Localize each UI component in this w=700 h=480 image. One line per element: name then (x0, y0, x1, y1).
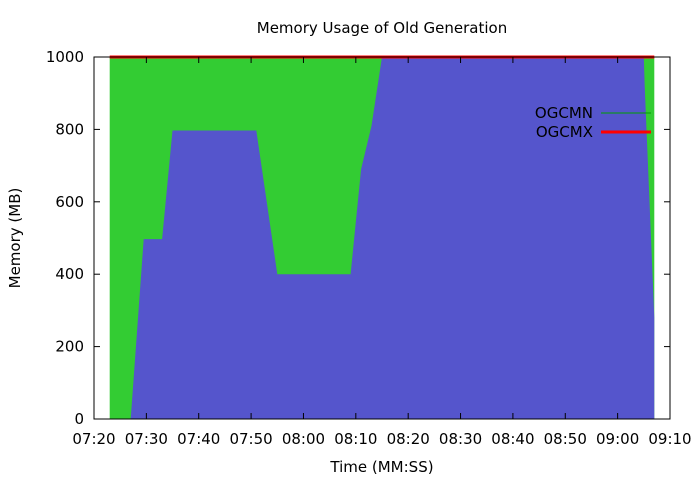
y-tick-label: 1000 (46, 48, 84, 66)
chart-title: Memory Usage of Old Generation (257, 19, 507, 37)
y-tick-label: 400 (55, 265, 84, 283)
x-tick-label: 08:00 (282, 430, 325, 448)
x-tick-label: 07:20 (72, 430, 115, 448)
plot-frame (93, 56, 671, 420)
x-tick-label: 07:50 (229, 430, 272, 448)
plot-area (93, 55, 671, 420)
x-axis-label: Time (MM:SS) (329, 458, 433, 476)
y-tick-label: 200 (55, 338, 84, 356)
area-used (130, 57, 655, 419)
fill-areas (109, 57, 655, 419)
x-tick-label: 09:00 (596, 430, 639, 448)
y-axis-ticks: 0 200 400 600 800 1000 (46, 48, 670, 428)
y-tick-label: 0 (74, 410, 84, 428)
y-axis-label: Memory (MB) (6, 188, 24, 289)
x-tick-label: 07:30 (125, 430, 168, 448)
x-axis-ticks: 07:20 07:30 07:40 07:50 08:00 08:10 08:20 08:30… (72, 57, 692, 448)
x-tick-label: 08:50 (544, 430, 587, 448)
x-tick-label: 08:30 (439, 430, 482, 448)
x-tick-label: 09:10 (648, 430, 691, 448)
x-tick-label: 08:40 (491, 430, 534, 448)
y-tick-label: 600 (55, 193, 84, 211)
x-tick-label: 08:20 (387, 430, 430, 448)
legend-label-ogcmx: OGCMX (536, 123, 593, 141)
y-tick-label: 800 (55, 120, 84, 138)
x-tick-label: 08:10 (334, 430, 377, 448)
legend-label-ogcmn: OGCMN (535, 104, 593, 122)
x-tick-label: 07:40 (177, 430, 220, 448)
